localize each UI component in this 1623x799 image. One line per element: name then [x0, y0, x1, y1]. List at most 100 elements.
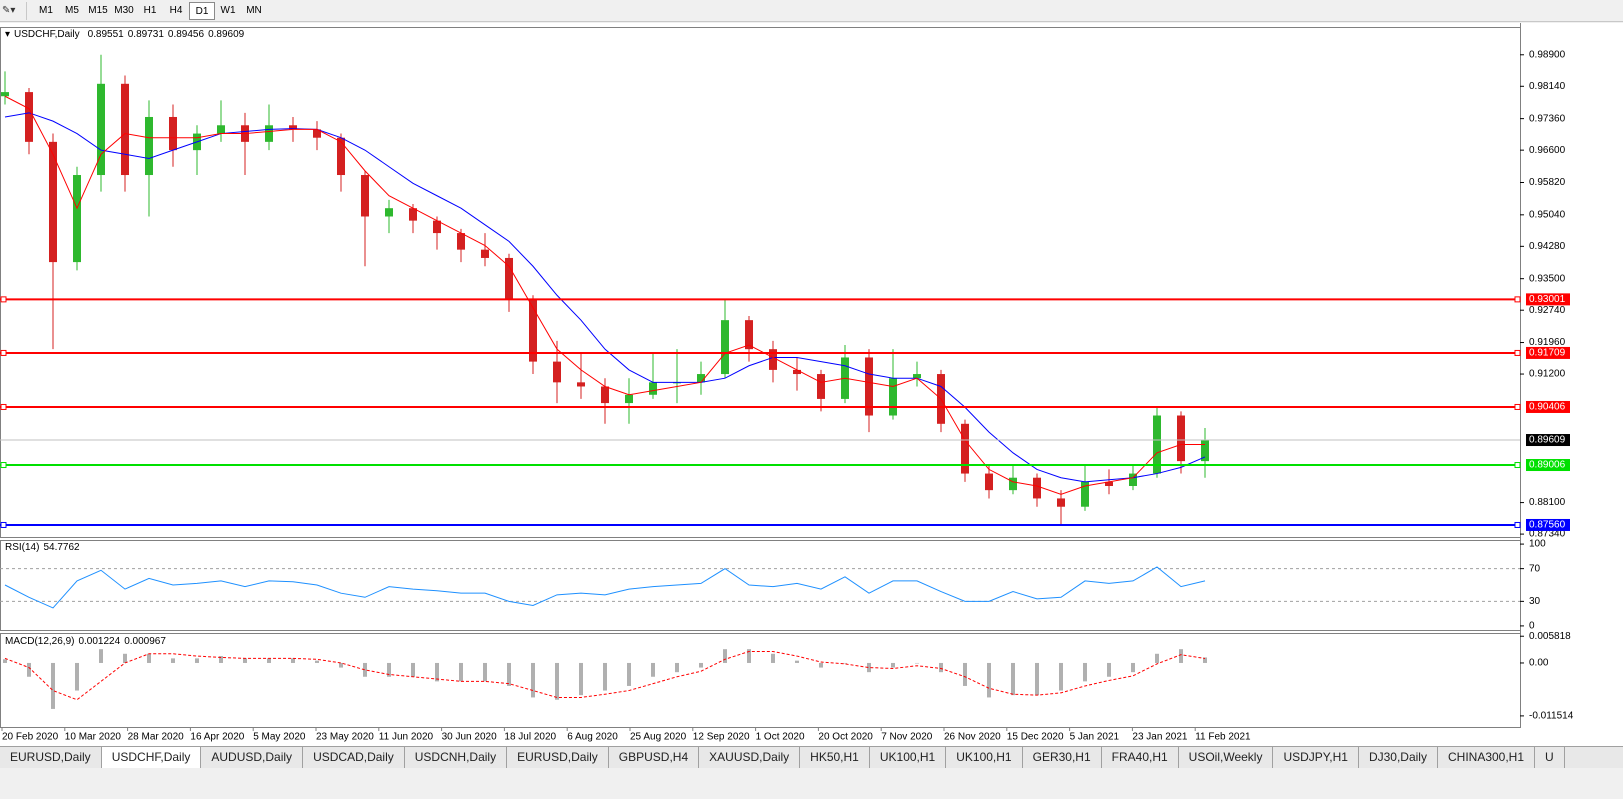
toolbar-icon[interactable]: ✎▾: [2, 1, 27, 20]
histogram-bar: [435, 662, 439, 682]
timeframe-button[interactable]: H4: [169, 4, 183, 16]
indicator-value: 54.7762: [43, 542, 80, 553]
candle-body: [1153, 415, 1161, 474]
level-handle: [0, 521, 7, 528]
candle-body: [913, 374, 921, 379]
indicator-name: RSI(14): [5, 542, 40, 553]
timeframe-button[interactable]: D1: [189, 1, 215, 20]
candle-body: [625, 394, 633, 404]
level-handle: [0, 296, 7, 303]
x-tick-label: 23 May 2020: [316, 732, 374, 743]
candle-body: [145, 116, 153, 176]
histogram-bar: [339, 662, 343, 668]
histogram-bar: [867, 662, 871, 673]
chart-tab[interactable]: DJ30,Daily: [1359, 747, 1438, 768]
level-handle: [1514, 462, 1521, 469]
indicator-value: 0.000967: [124, 636, 166, 647]
candle-body: [217, 125, 225, 134]
price-header: ▾ USDCHF,Daily 0.89551 0.89731 0.89456 0.8960…: [5, 29, 248, 40]
candle-body: [481, 249, 489, 258]
pane-frame: [0, 27, 1521, 538]
histogram-bar: [123, 653, 127, 663]
candle-body: [817, 374, 825, 399]
histogram-bar: [507, 662, 511, 686]
y-tick-label: 0: [1529, 621, 1535, 632]
candle-body: [289, 125, 297, 130]
histogram-bar: [579, 662, 583, 696]
x-tick-label: 5 May 2020: [253, 732, 306, 743]
histogram-bar: [51, 662, 55, 709]
candle-body: [649, 382, 657, 395]
chart-tab[interactable]: USDJPY,H1: [1273, 747, 1359, 768]
histogram-bar: [195, 658, 199, 663]
y-tick-label: 70: [1529, 563, 1541, 574]
candle-body: [577, 382, 585, 387]
chart-tab[interactable]: XAUUSD,Daily: [699, 747, 801, 768]
chart-tab[interactable]: GBPUSD,H4: [609, 747, 700, 768]
x-tick-label: 28 Mar 2020: [128, 732, 185, 743]
x-tick-label: 23 Jan 2021: [1132, 732, 1187, 743]
chart-tabs: EURUSD,Daily USDCHF,Daily AUDUSD,Daily USDC…: [0, 746, 1623, 768]
y-tick-label: 0.95040: [1529, 209, 1566, 220]
header-arrow: ▾: [5, 29, 11, 40]
ohlc-value: 0.89456: [167, 29, 205, 40]
candle-body: [361, 175, 369, 217]
candle-body: [865, 357, 873, 416]
toolbar: ✎▾ M1 M5 M15 M30 H1 H4 D1 W1 MN: [0, 0, 1623, 22]
histogram-bar: [1155, 653, 1159, 663]
histogram-bar: [915, 662, 919, 664]
histogram-bar: [315, 660, 319, 663]
histogram-bar: [147, 653, 151, 663]
level-label: 0.89006: [1529, 460, 1566, 471]
histogram-bar: [75, 662, 79, 691]
chart-tab[interactable]: U: [1535, 747, 1565, 768]
chart-tab[interactable]: AUDUSD,Daily: [201, 747, 304, 768]
chart-tab[interactable]: USOil,Weekly: [1179, 747, 1274, 768]
chart-tab[interactable]: CHINA300,H1: [1438, 747, 1536, 768]
histogram-bar: [723, 649, 727, 663]
timeframe-button[interactable]: H1: [143, 4, 157, 16]
chart-tab[interactable]: EURUSD,Daily: [0, 747, 102, 768]
level-handle: [1514, 349, 1521, 356]
timeframe-button[interactable]: M30: [114, 4, 134, 16]
candle-body: [529, 299, 537, 362]
timeframe-button[interactable]: MN: [246, 4, 262, 16]
timeframe-button[interactable]: M1: [39, 4, 53, 16]
histogram-bar: [555, 662, 559, 700]
timeframe-button[interactable]: M15: [88, 4, 108, 16]
chart-tab[interactable]: UK100,H1: [946, 747, 1023, 768]
timeframe-button[interactable]: W1: [220, 4, 236, 16]
level-tag: [1526, 518, 1570, 531]
chart-tab[interactable]: USDCNH,Daily: [405, 747, 508, 768]
histogram-bar: [219, 656, 223, 663]
histogram-bar: [1203, 657, 1207, 663]
candle-body: [169, 116, 177, 151]
chart-tab[interactable]: HK50,H1: [800, 747, 870, 768]
x-tick-label: 7 Nov 2020: [881, 732, 933, 743]
histogram-bar: [771, 653, 775, 663]
level-handle: [1514, 521, 1521, 528]
chart-tab[interactable]: EURUSD,Daily: [507, 747, 609, 768]
chart-tab[interactable]: GER30,H1: [1023, 747, 1102, 768]
y-tick-label: 0.93500: [1529, 273, 1566, 284]
timeframe-button[interactable]: M5: [65, 4, 79, 16]
chart-tab[interactable]: UK100,H1: [870, 747, 947, 768]
chart-tab[interactable]: USDCAD,Daily: [303, 747, 405, 768]
candle-body: [553, 361, 561, 383]
histogram-bar: [1179, 649, 1183, 663]
candle-body: [385, 208, 393, 217]
histogram-bar: [171, 658, 175, 663]
candle-body: [265, 125, 273, 142]
current-price-tag: [1526, 434, 1570, 447]
macd-header: MACD(12,26,9) 0.001224 0.000967: [5, 636, 170, 647]
chart-tab[interactable]: FRA40,H1: [1102, 747, 1179, 768]
chart-tab[interactable]: USDCHF,Daily: [101, 747, 202, 768]
histogram-bar: [651, 662, 655, 677]
x-tick-label: 11 Jun 2020: [379, 732, 434, 743]
candle-body: [961, 423, 969, 474]
symbol: USDCHF,Daily: [14, 29, 80, 40]
histogram-bar: [243, 658, 247, 663]
level-tag: [1526, 459, 1570, 472]
x-tick-label: 10 Mar 2020: [65, 732, 122, 743]
histogram-bar: [363, 662, 367, 677]
